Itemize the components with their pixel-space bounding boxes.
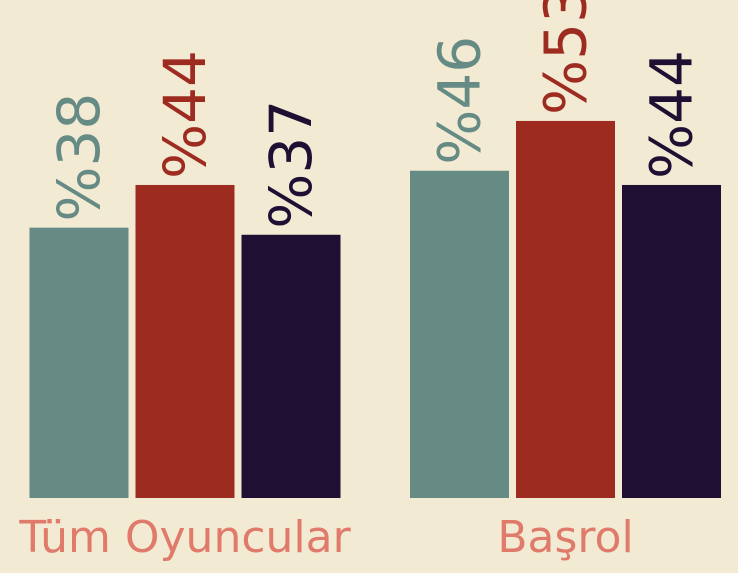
value-label: %37 <box>257 100 325 229</box>
bar <box>410 170 509 498</box>
bar <box>241 234 341 498</box>
bar <box>135 184 235 498</box>
bar <box>29 227 129 498</box>
value-label: %44 <box>638 50 706 179</box>
category-label: Tüm Oyuncular <box>18 512 351 563</box>
bar <box>516 120 615 498</box>
value-label: %46 <box>426 36 494 165</box>
value-label: %53 <box>532 0 600 115</box>
category-label: Başrol <box>497 512 633 563</box>
value-label: %44 <box>151 50 219 179</box>
value-label: %38 <box>45 93 113 222</box>
bar <box>622 184 721 498</box>
